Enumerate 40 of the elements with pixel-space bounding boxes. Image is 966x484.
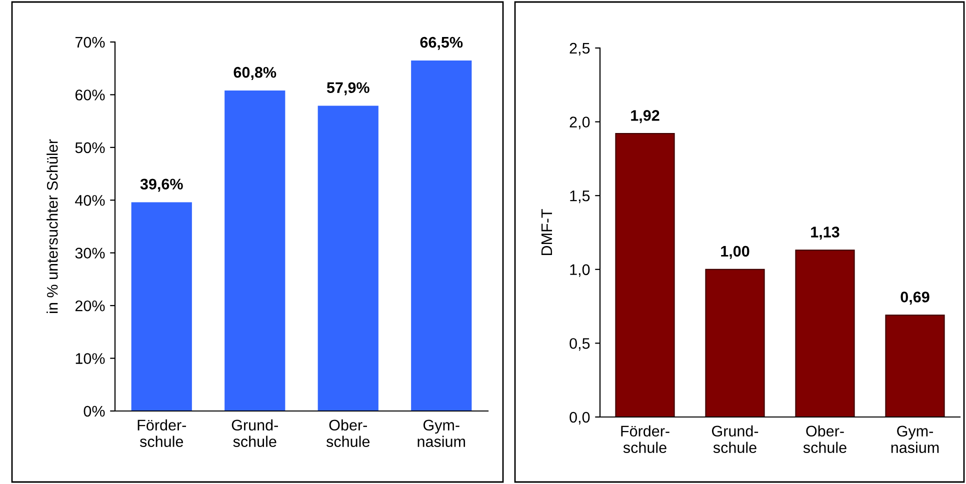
y-axis-title: in % untersuchter Schüler	[46, 139, 58, 313]
bar	[318, 106, 378, 411]
y-tick-label: 1,0	[570, 264, 590, 277]
x-tick-label: Grund- schule	[712, 425, 758, 454]
y-tick-label: 2,0	[570, 116, 590, 130]
bar	[615, 133, 675, 417]
bar	[705, 268, 765, 417]
y-tick-label: 10%	[76, 353, 105, 364]
data-label: 1,00	[721, 246, 750, 259]
y-tick-label: 2,5	[570, 42, 590, 56]
data-label: 66,5%	[420, 36, 463, 50]
y-tick-label: 60%	[75, 90, 105, 100]
bar	[224, 90, 286, 411]
y-tick-label: 0%	[84, 406, 105, 417]
x-tick-label: Förder- schule	[621, 425, 670, 454]
y-tick-label: 0,5	[570, 338, 590, 351]
bar	[885, 314, 945, 417]
y-tick-label: 50%	[75, 142, 105, 154]
y-tick-label: 70%	[75, 36, 105, 48]
data-label: 1,13	[811, 226, 840, 240]
data-label: 39,6%	[140, 178, 183, 192]
x-tick-label: Gym- nasium	[891, 426, 939, 454]
x-tick-label: Ober- schule	[803, 425, 846, 454]
y-tick-label: 0,0	[570, 412, 590, 424]
x-tick-label: Ober- schule	[326, 419, 370, 448]
bar	[795, 250, 855, 417]
data-label: 60,8%	[234, 66, 276, 80]
y-tick-label: 30%	[75, 248, 105, 259]
y-tick-label: 1,5	[570, 190, 590, 204]
data-label: 1,92	[631, 110, 660, 124]
x-tick-label: Förder- schule	[138, 419, 186, 448]
y-tick-label: 40%	[75, 195, 105, 206]
x-tick-label: Gym- nasium	[418, 420, 465, 448]
y-tick-label: 20%	[75, 300, 105, 312]
y-axis-title: DMF-T	[541, 209, 552, 255]
x-tick-label: Grund- schule	[232, 419, 278, 448]
data-label: 57,9%	[326, 82, 370, 96]
bar	[131, 202, 192, 411]
data-label: 0,69	[900, 292, 930, 305]
bar	[411, 60, 472, 411]
